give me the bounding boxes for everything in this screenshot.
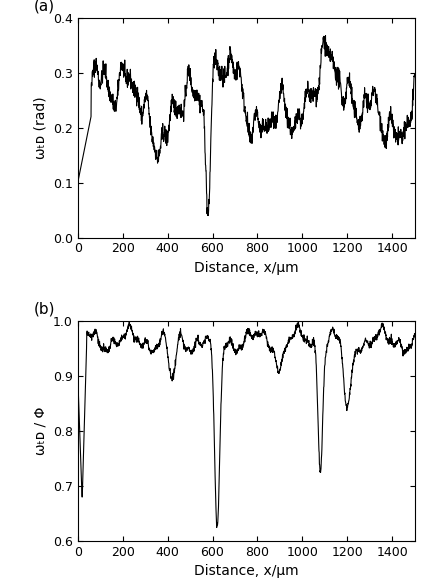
Y-axis label: ωₜᴅ / Φ: ωₜᴅ / Φ [33, 407, 48, 455]
Y-axis label: ωₜᴅ (rad): ωₜᴅ (rad) [33, 96, 48, 159]
Text: (b): (b) [34, 302, 55, 317]
X-axis label: Distance, x/μm: Distance, x/μm [194, 261, 299, 275]
Text: (a): (a) [34, 0, 55, 14]
X-axis label: Distance, x/μm: Distance, x/μm [194, 564, 299, 579]
